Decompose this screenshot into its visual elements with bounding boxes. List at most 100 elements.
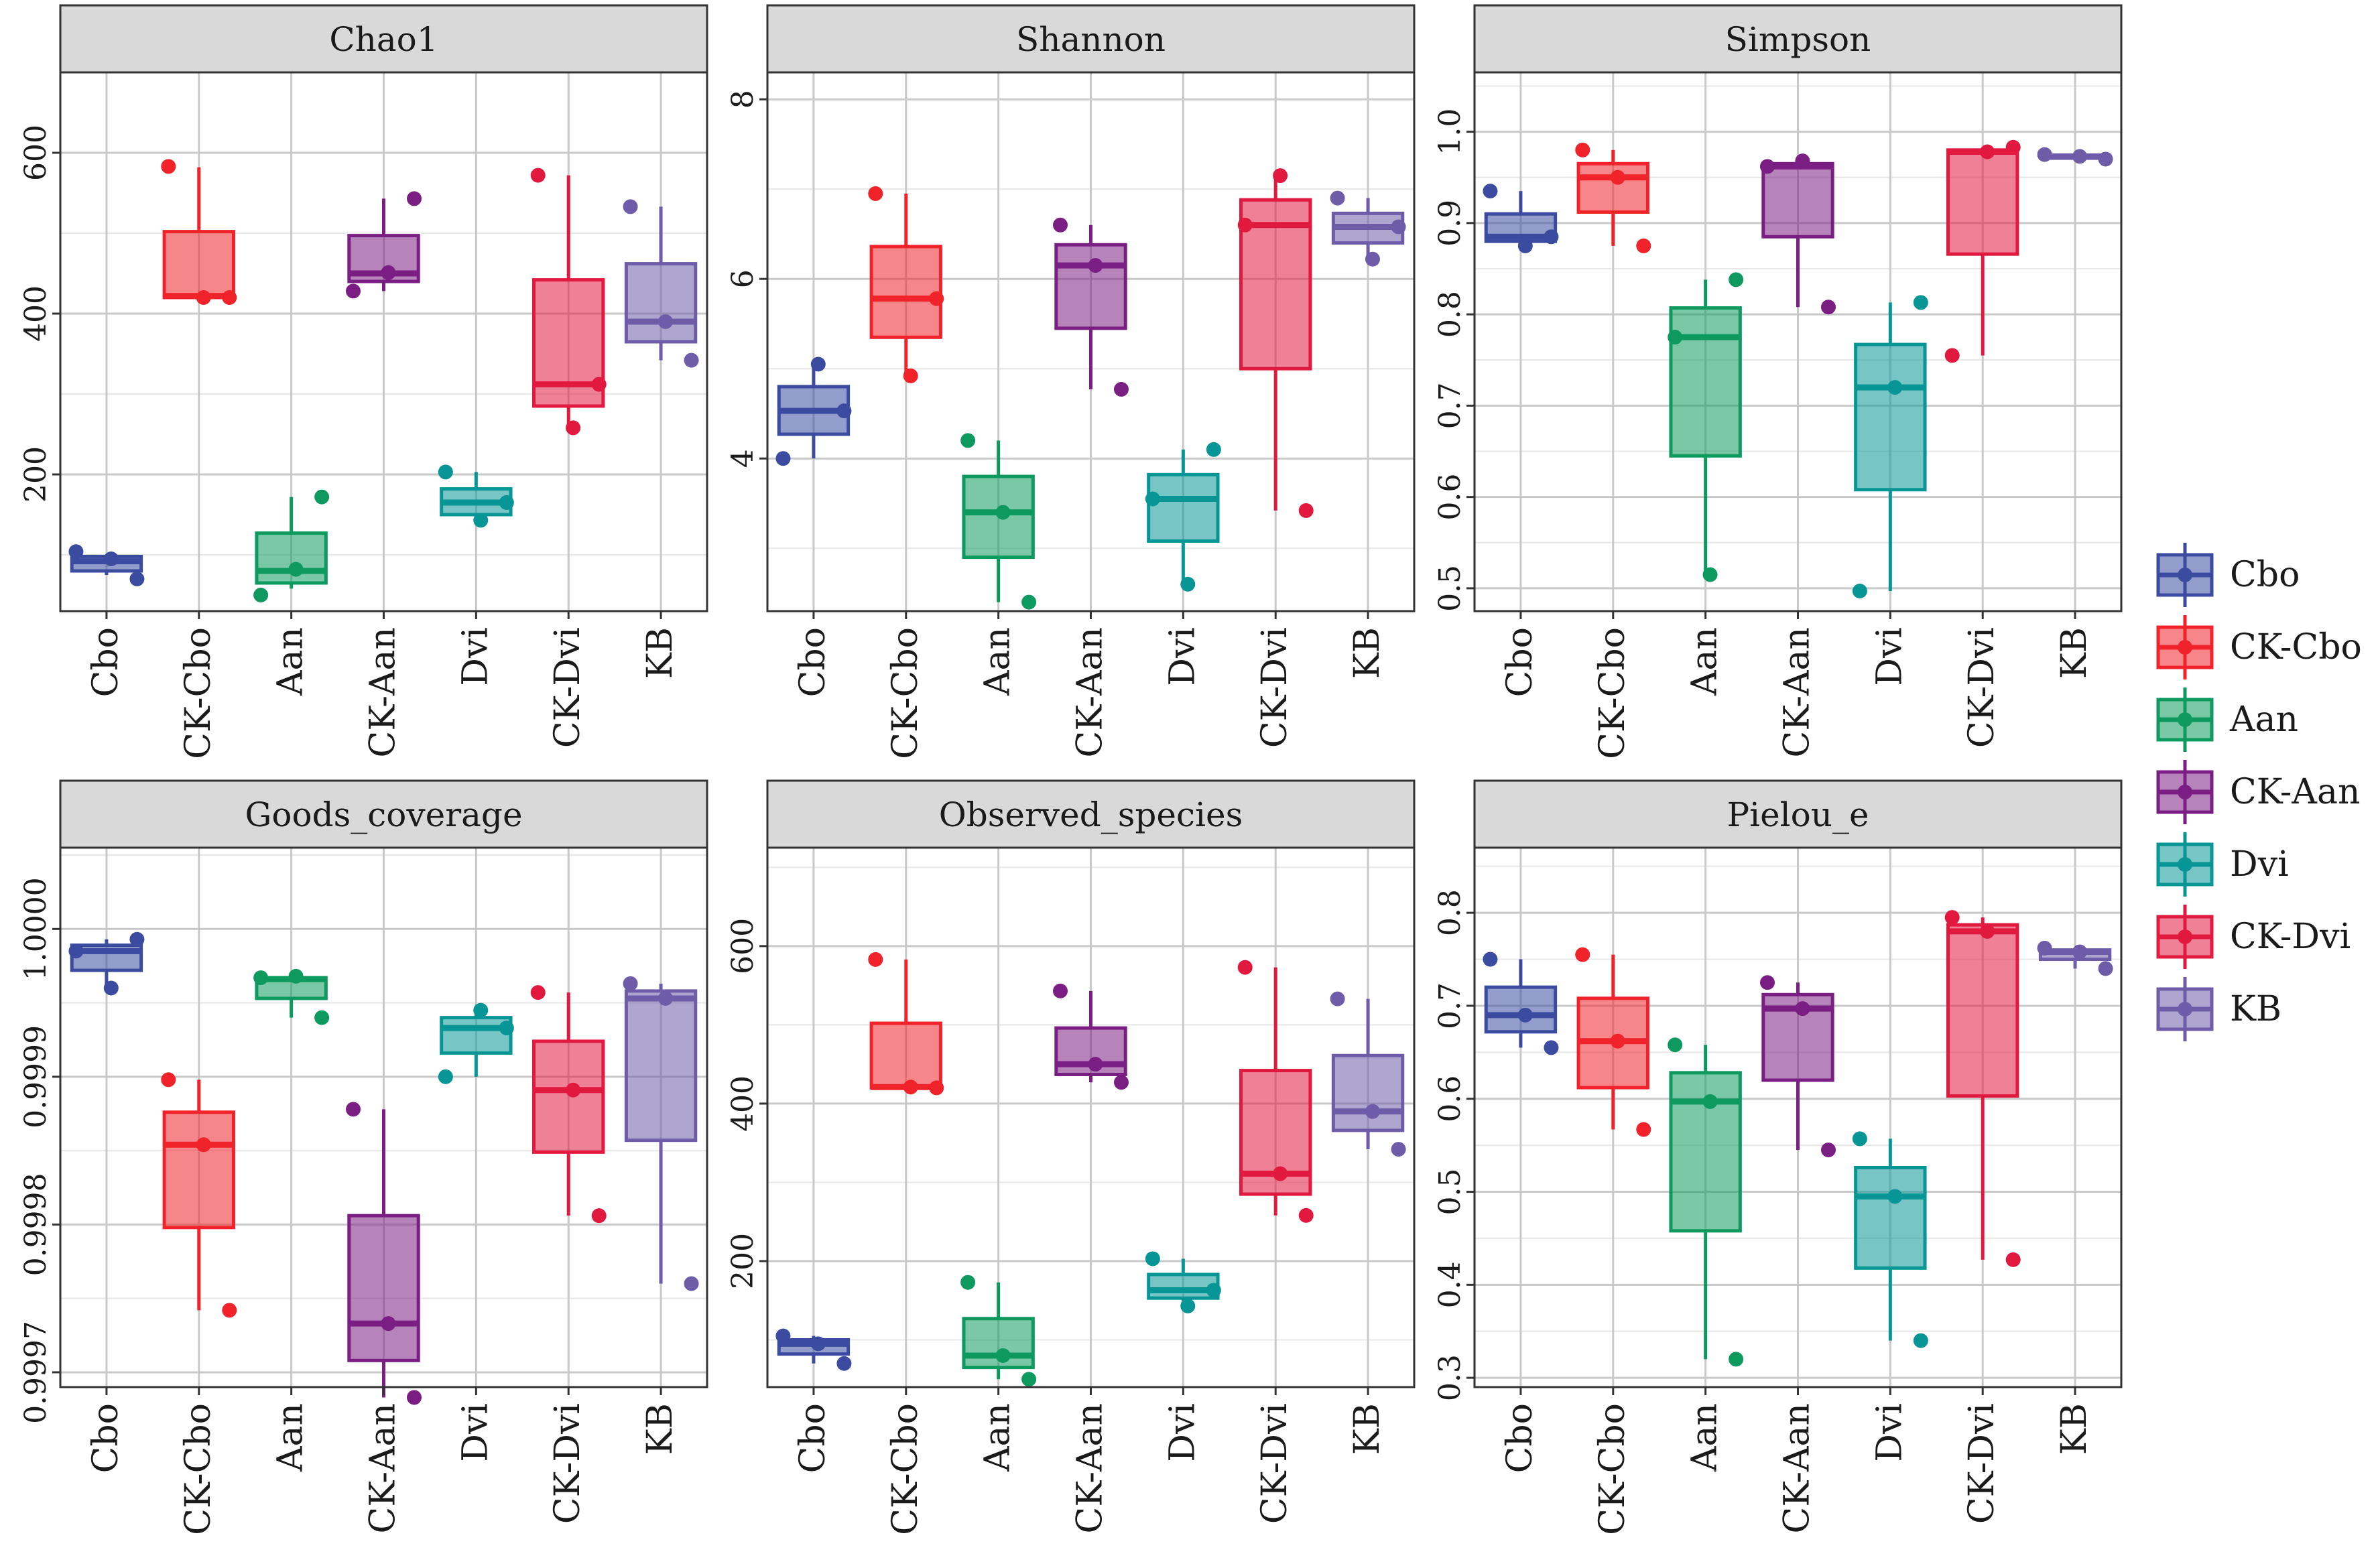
panel-shannon-aan-point <box>1021 594 1037 610</box>
panel-chao1-cbo-point <box>129 572 145 586</box>
panel-simpson-x-tick-label: CK-Dvi <box>1962 627 2002 748</box>
panel-chao1-ck-cbo-box <box>162 230 235 300</box>
panel-pielou-e-kb-point <box>2037 940 2052 956</box>
panel-chao1-kb-point <box>623 199 638 214</box>
panel-simpson-ck-dvi-point <box>1944 348 1960 363</box>
panel-observed-species-cbo-point <box>836 1356 852 1371</box>
panel-shannon-ck-dvi-point <box>1273 168 1288 184</box>
panel-observed-species-cbo-point <box>775 1328 791 1344</box>
legend-item-dvi: Dvi <box>2156 832 2289 897</box>
legend-item-ck-cbo-key-point <box>2178 640 2192 655</box>
panel-pielou-e-aan-point <box>1729 1352 1744 1367</box>
panel-chao1-ck-dvi-point <box>591 377 607 392</box>
panel-pielou-e-aan-point <box>1702 1094 1718 1109</box>
panel-observed-species-dvi-point <box>1206 1283 1221 1298</box>
legend-item-ck-dvi-label: CK-Dvi <box>2230 917 2351 957</box>
panel-observed-species-aan-point <box>960 1275 976 1290</box>
legend-item-ck-cbo-label: CK-Cbo <box>2230 627 2362 667</box>
panel-observed-species-ck-cbo-point <box>929 1080 944 1096</box>
panel-observed-species-ck-dvi-point <box>1273 1166 1288 1181</box>
panel-observed-species-kb-point <box>1391 1142 1406 1157</box>
panel-goods-coverage-ck-dvi-point <box>530 985 546 1000</box>
panel-simpson-aan-point <box>1702 567 1718 582</box>
panel-chao1-ck-aan-point <box>381 265 396 280</box>
panel-chao1-ck-cbo-point <box>222 290 237 305</box>
panel-pielou-e-y-tick-label: 0.6 <box>1433 1076 1467 1122</box>
panel-chao1-cbo-point <box>103 551 119 566</box>
panel-observed-species-ck-cbo-box <box>869 1021 942 1090</box>
panel-observed-species-aan-box <box>962 1317 1035 1370</box>
panel-goods-coverage-ck-cbo-point <box>196 1137 211 1153</box>
panel-pielou-e-ck-dvi-point <box>1980 923 1995 939</box>
panel-pielou-e-ck-aan-point <box>1820 1143 1836 1158</box>
panel-shannon-ck-aan-point <box>1113 382 1129 397</box>
legend-item-ck-aan-key-point <box>2178 785 2192 799</box>
panel-shannon-ck-aan-point <box>1053 217 1068 233</box>
panel-simpson-x-tick-label: KB <box>2054 627 2094 679</box>
legend-item-ck-cbo: CK-Cbo <box>2156 615 2362 679</box>
panel-observed-species-dvi-point <box>1145 1251 1160 1266</box>
panel-observed-species-aan-point <box>995 1348 1011 1363</box>
panel-shannon-x-tick-label: CK-Dvi <box>1255 627 1295 748</box>
panel-simpson-y-tick-label: 1.0 <box>1433 109 1467 155</box>
panel-goods-coverage-x-tick-label: CK-Cbo <box>178 1403 218 1535</box>
panel-observed-species-y-tick-label: 200 <box>726 1233 760 1289</box>
panel-simpson-cbo-point <box>1483 184 1498 199</box>
panel-shannon-y-tick-label: 4 <box>726 449 760 468</box>
legend-item-cbo: Cbo <box>2156 543 2300 607</box>
panel-chao1: Chao1 200 400 600 Cbo CK-Cbo Aan CK-Aan Dvi CK-Dv… <box>19 4 708 759</box>
panel-shannon-kb-point <box>1330 190 1345 206</box>
panel-goods-coverage-aan-point <box>253 970 269 986</box>
panel-pielou-e-kb-point <box>2098 961 2113 976</box>
panel-simpson-cbo-point <box>1544 229 1559 245</box>
panel-simpson-ck-dvi-point <box>2005 139 2021 155</box>
panel-shannon-ck-aan-box <box>1054 243 1127 330</box>
panel-pielou-e-kb-point <box>2072 944 2087 960</box>
legend-item-kb: KB <box>2156 977 2281 1041</box>
panel-pielou-e-aan-point <box>1668 1037 1683 1053</box>
panel-shannon-aan-point <box>960 433 976 448</box>
panel-chao1-dvi-point <box>473 513 489 528</box>
panel-goods-coverage-kb-point <box>657 990 673 1006</box>
panel-goods-coverage-x-tick-label: KB <box>640 1403 680 1455</box>
panel-shannon-dvi-point <box>1145 491 1160 507</box>
panel-goods-coverage-y-tick-label: 0.9998 <box>19 1173 53 1276</box>
legend-item-aan-label: Aan <box>2229 700 2298 740</box>
panel-goods-coverage-aan-point <box>288 968 304 984</box>
panel-chao1-y-tick-label: 400 <box>19 285 53 342</box>
panel-shannon-ck-aan-point <box>1088 258 1103 273</box>
panel-shannon-ck-cbo-box <box>869 245 942 339</box>
panel-pielou-e-x-tick-label: Cbo <box>1500 1403 1540 1473</box>
panel-shannon-ck-cbo-point <box>903 368 918 383</box>
panel-shannon-y-tick-label: 6 <box>726 269 760 288</box>
panel-goods-coverage-dvi-point <box>438 1069 453 1084</box>
panel-chao1-aan-box <box>255 531 328 585</box>
panel-simpson-title: Simpson <box>1725 20 1871 59</box>
panel-simpson-dvi-box <box>1854 342 1927 492</box>
panel-goods-coverage-x-tick-label: CK-Aan <box>363 1403 403 1533</box>
panel-chao1-cbo-point <box>68 544 84 560</box>
panel-simpson-ck-dvi-point <box>1980 144 1995 159</box>
panel-observed-species-x-tick-label: Aan <box>978 1403 1018 1472</box>
panel-observed-species-aan-point <box>1021 1372 1037 1387</box>
panel-pielou-e-dvi-point <box>1887 1189 1903 1204</box>
panel-simpson-cbo-point <box>1517 238 1533 253</box>
panel-chao1-y-tick-label: 200 <box>19 446 53 503</box>
panel-goods-coverage-ck-cbo-point <box>161 1072 176 1088</box>
panel-chao1-aan-point <box>314 489 330 505</box>
panel-simpson-dvi-point <box>1887 380 1903 395</box>
panel-observed-species-x-tick-label: CK-Dvi <box>1255 1403 1295 1524</box>
panel-observed-species-y-tick-label: 400 <box>726 1076 760 1132</box>
legend-item-aan-key-point <box>2178 712 2192 727</box>
panel-simpson-ck-cbo-point <box>1610 170 1625 185</box>
panel-simpson-ck-aan-point <box>1760 159 1775 174</box>
panel-chao1-kb-box <box>624 262 698 344</box>
panel-goods-coverage-ck-dvi-box <box>532 1039 605 1154</box>
legend-item-ck-aan: CK-Aan <box>2156 760 2360 824</box>
panel-goods-coverage-dvi-box <box>440 1016 513 1055</box>
panel-shannon-x-tick-label: Dvi <box>1162 627 1202 686</box>
panel-simpson-kb-point <box>2098 151 2113 167</box>
panel-chao1-ck-aan-point <box>346 283 361 299</box>
panel-observed-species-title: Observed_species <box>939 795 1243 834</box>
panel-simpson-x-tick-label: CK-Aan <box>1777 627 1818 757</box>
